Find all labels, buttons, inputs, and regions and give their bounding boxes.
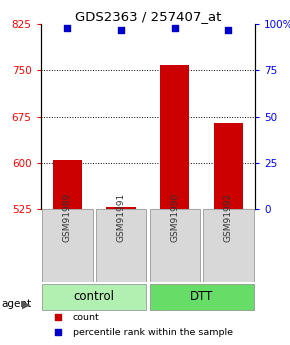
FancyBboxPatch shape [96,209,146,282]
FancyBboxPatch shape [203,209,253,282]
Text: ▶: ▶ [22,299,30,309]
Bar [53,160,82,209]
Text: GSM91989: GSM91989 [63,193,72,242]
Bar [214,124,243,209]
Text: DTT: DTT [190,290,213,303]
Text: GSM91991: GSM91991 [117,193,126,242]
Text: GSM91990: GSM91990 [170,193,179,242]
Text: control: control [74,290,115,303]
FancyBboxPatch shape [150,284,253,310]
Text: agent: agent [1,299,32,309]
Bar [106,207,136,209]
Text: GSM91992: GSM91992 [224,193,233,242]
Point [119,27,124,32]
FancyBboxPatch shape [150,209,200,282]
Point [43,329,47,335]
Point [226,27,231,32]
Text: count: count [73,313,99,322]
Point [172,25,177,31]
FancyBboxPatch shape [42,284,146,310]
Text: percentile rank within the sample: percentile rank within the sample [73,328,233,337]
FancyBboxPatch shape [42,209,93,282]
Point [65,25,70,31]
Point [43,314,47,320]
Title: GDS2363 / 257407_at: GDS2363 / 257407_at [75,10,221,23]
Bar [160,66,189,209]
